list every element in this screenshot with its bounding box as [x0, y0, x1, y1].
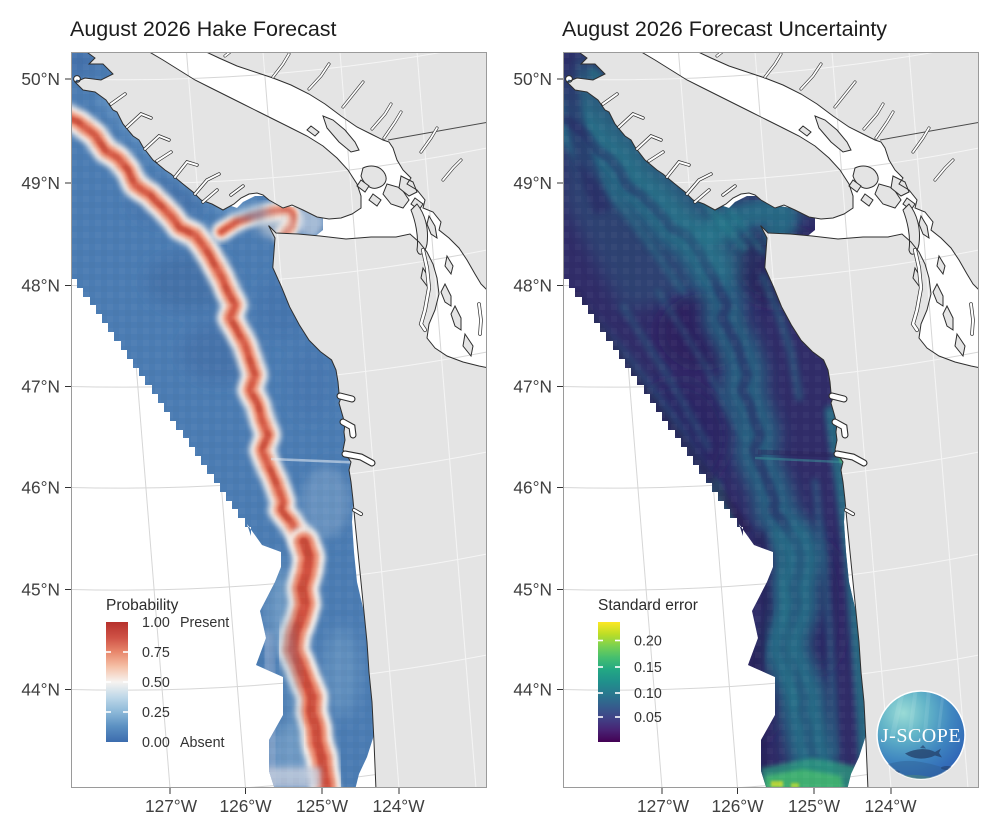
svg-text:0.75: 0.75	[142, 645, 170, 661]
svg-text:1.00: 1.00	[142, 615, 170, 631]
svg-text:45°N: 45°N	[513, 580, 552, 600]
svg-text:0.50: 0.50	[142, 675, 170, 691]
svg-text:0.20: 0.20	[634, 634, 662, 650]
svg-text:124°W: 124°W	[372, 796, 425, 816]
svg-text:Present: Present	[180, 615, 229, 631]
svg-text:45°N: 45°N	[21, 580, 60, 600]
svg-text:49°N: 49°N	[513, 173, 552, 193]
svg-text:126°W: 126°W	[711, 796, 764, 816]
svg-text:127°W: 127°W	[637, 796, 690, 816]
svg-text:46°N: 46°N	[513, 478, 552, 498]
svg-text:125°W: 125°W	[788, 796, 841, 816]
svg-text:50°N: 50°N	[21, 69, 60, 89]
svg-text:125°W: 125°W	[296, 796, 349, 816]
svg-text:47°N: 47°N	[21, 377, 60, 397]
svg-text:49°N: 49°N	[21, 173, 60, 193]
svg-text:Absent: Absent	[180, 735, 225, 751]
svg-text:126°W: 126°W	[219, 796, 272, 816]
svg-text:August 2026 Forecast Uncertain: August 2026 Forecast Uncertainty	[562, 17, 887, 41]
svg-text:J-SCOPE: J-SCOPE	[881, 725, 961, 747]
svg-text:46°N: 46°N	[21, 478, 60, 498]
svg-text:124°W: 124°W	[864, 796, 917, 816]
svg-text:0.00: 0.00	[142, 735, 170, 751]
svg-text:0.25: 0.25	[142, 705, 170, 721]
svg-text:44°N: 44°N	[513, 680, 552, 700]
svg-text:0.10: 0.10	[634, 686, 662, 702]
svg-text:0.15: 0.15	[634, 660, 662, 676]
svg-text:0.05: 0.05	[634, 710, 662, 726]
svg-text:Standard error: Standard error	[598, 597, 698, 614]
svg-text:47°N: 47°N	[513, 377, 552, 397]
svg-text:127°W: 127°W	[145, 796, 198, 816]
svg-text:50°N: 50°N	[513, 69, 552, 89]
svg-text:Probability: Probability	[106, 597, 179, 614]
svg-text:48°N: 48°N	[513, 276, 552, 296]
svg-text:August 2026 Hake Forecast: August 2026 Hake Forecast	[70, 17, 337, 41]
svg-text:44°N: 44°N	[21, 680, 60, 700]
svg-text:48°N: 48°N	[21, 276, 60, 296]
